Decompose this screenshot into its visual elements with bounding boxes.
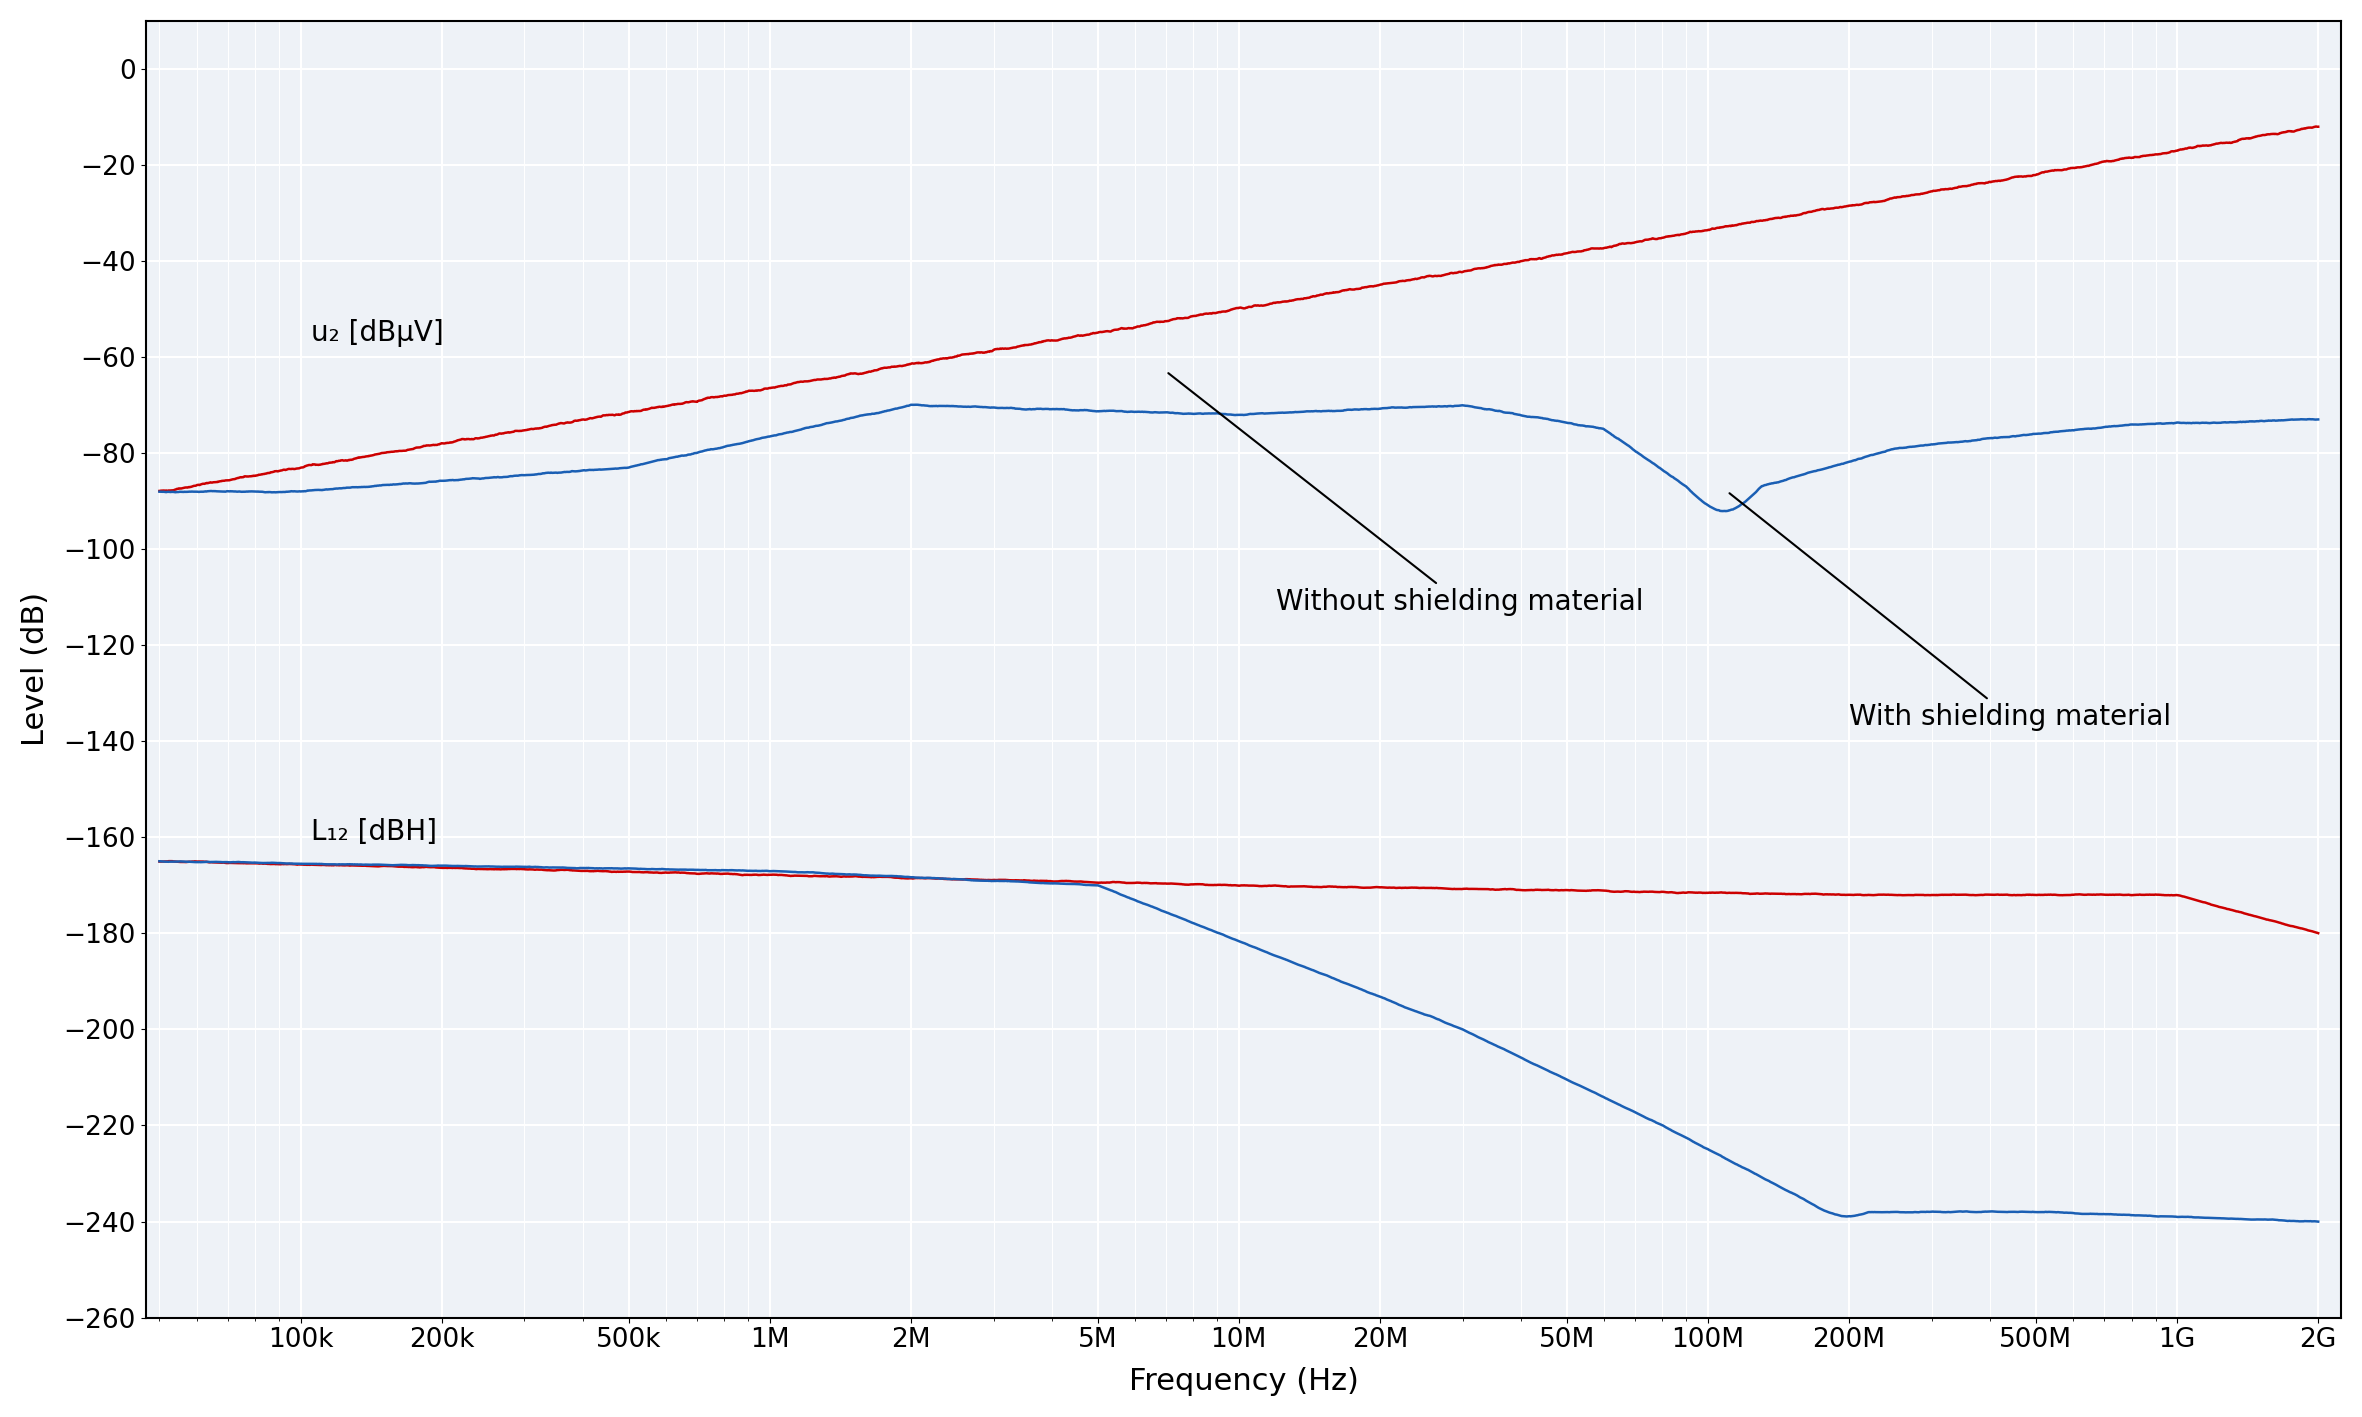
Text: u₂ [dBμV]: u₂ [dBμV] <box>309 319 444 347</box>
Y-axis label: Level (dB): Level (dB) <box>21 592 50 747</box>
Text: L₁₂ [dBH]: L₁₂ [dBH] <box>309 819 437 846</box>
Text: With shielding material: With shielding material <box>1729 493 2171 731</box>
X-axis label: Frequency (Hz): Frequency (Hz) <box>1129 1367 1358 1396</box>
Text: Without shielding material: Without shielding material <box>1169 373 1644 615</box>
